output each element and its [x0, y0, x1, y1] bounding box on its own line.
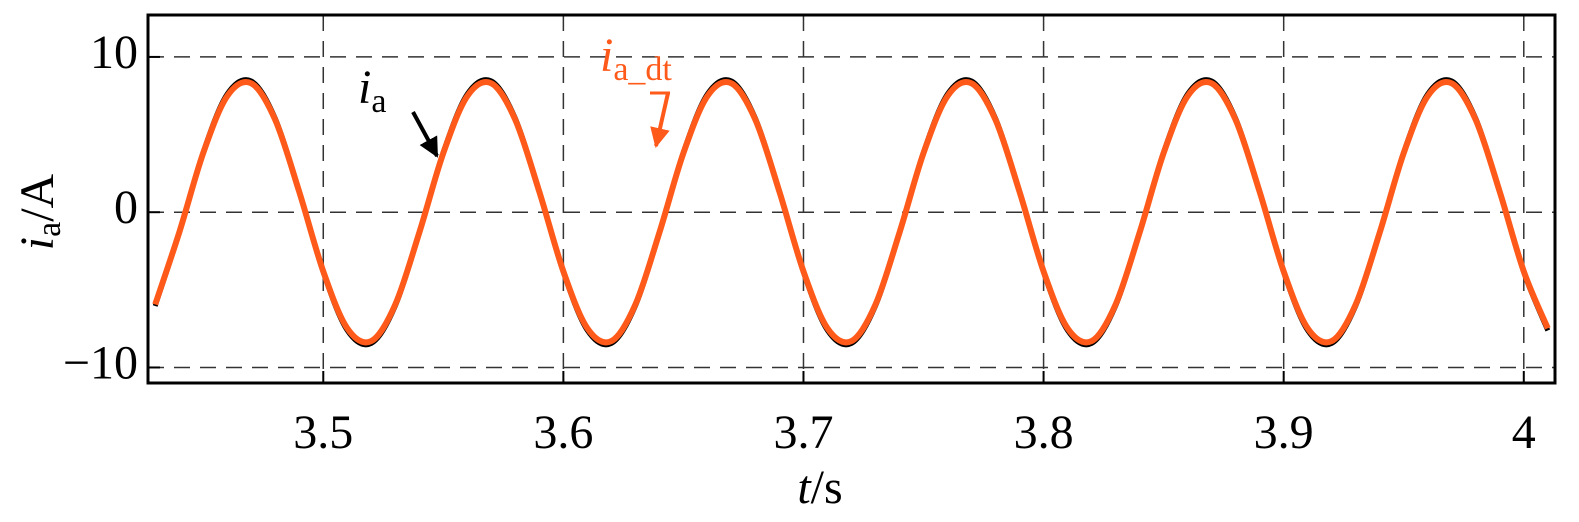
annotation: ia_dt: [600, 29, 672, 88]
ticks: 3.5 3.6 3.7 3.8 3.9 4 −10 0 10: [63, 26, 1536, 459]
grid: [148, 15, 1555, 383]
y-tick-label: −10: [63, 336, 138, 389]
x-tick-label: 3.8: [1014, 406, 1074, 459]
annotation: ia: [358, 61, 386, 120]
y-axis-label: ia/A: [11, 173, 68, 250]
curves: [152, 77, 1551, 348]
x-tick-label: 3.9: [1254, 406, 1314, 459]
x-tick-label: 4: [1512, 406, 1536, 459]
series-line: [152, 79, 1551, 346]
annotation-arrow: [411, 111, 439, 158]
annotation-arrow: [650, 92, 670, 148]
x-axis-label: t/s: [797, 461, 842, 514]
y-tick-label: 10: [90, 26, 138, 79]
x-tick-label: 3.7: [773, 406, 833, 459]
y-tick-label: 0: [114, 181, 138, 234]
plot-frame: [146, 13, 1557, 385]
x-tick-label: 3.5: [293, 406, 353, 459]
x-tick-label: 3.6: [533, 406, 593, 459]
